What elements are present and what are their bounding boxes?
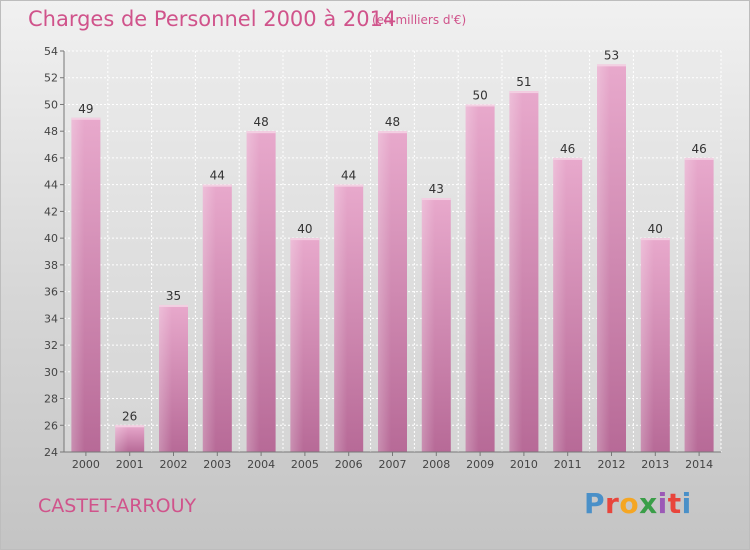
bar-highlight xyxy=(290,238,304,452)
y-tick-label: 50 xyxy=(44,98,58,111)
logo-letter: o xyxy=(619,487,640,520)
data-label: 43 xyxy=(429,182,444,196)
logo-letter: i xyxy=(681,487,692,520)
y-tick-label: 34 xyxy=(44,312,58,325)
bar-highlight xyxy=(115,425,129,452)
bar-highlight xyxy=(684,157,698,452)
data-label: 40 xyxy=(648,222,663,236)
y-tick-label: 28 xyxy=(44,393,58,406)
x-tick-label: 2010 xyxy=(510,458,538,471)
x-tick-label: 2008 xyxy=(422,458,450,471)
bar-highlight xyxy=(597,64,611,452)
x-tick-label: 2009 xyxy=(466,458,494,471)
bar-highlight xyxy=(640,238,654,452)
y-tick-label: 48 xyxy=(44,125,58,138)
x-tick-label: 2013 xyxy=(641,458,669,471)
chart-subtitle: (en milliers d'€) xyxy=(372,13,467,27)
x-tick-label: 2002 xyxy=(160,458,188,471)
y-tick-label: 38 xyxy=(44,259,58,272)
bar-top xyxy=(378,131,407,134)
bars: 49 26 35 44 48 40 44 48 43 50 51 46 53 40 46 xyxy=(71,48,714,452)
x-tick-label: 2006 xyxy=(335,458,363,471)
data-label: 44 xyxy=(210,169,225,183)
data-label: 51 xyxy=(516,75,531,89)
y-tick-label: 46 xyxy=(44,152,58,165)
bar-top xyxy=(421,198,451,201)
bar-top xyxy=(202,184,232,187)
bar-top xyxy=(159,304,188,307)
x-tick-label: 2003 xyxy=(203,458,231,471)
bar-top xyxy=(465,104,495,107)
bar-highlight xyxy=(421,198,435,452)
logo-letter: P xyxy=(584,487,606,520)
bar-top xyxy=(71,117,101,120)
bar-highlight xyxy=(509,91,523,452)
y-tick-label: 52 xyxy=(44,72,58,85)
y-tick-label: 42 xyxy=(44,205,58,218)
axes: 24 26 28 30 32 34 36 38 40 42 44 46 48 50 52 54 2000 2001… xyxy=(44,45,721,471)
bar-highlight xyxy=(159,304,173,452)
bar-top xyxy=(246,131,276,134)
y-tick-label: 40 xyxy=(44,232,58,245)
y-tick-label: 44 xyxy=(44,179,58,192)
bar-top xyxy=(684,157,714,160)
x-tick-label: 2011 xyxy=(554,458,582,471)
bar-highlight xyxy=(378,131,392,452)
bar-top xyxy=(640,238,670,241)
bar-highlight xyxy=(71,117,85,452)
y-tick-label: 30 xyxy=(44,366,58,379)
x-tick-label: 2007 xyxy=(379,458,407,471)
bar-highlight xyxy=(334,184,348,452)
bar-highlight xyxy=(465,104,479,452)
bar-top xyxy=(553,157,583,160)
data-label: 48 xyxy=(385,115,400,129)
data-label: 53 xyxy=(604,48,619,62)
y-tick-label: 26 xyxy=(44,419,58,432)
bar-highlight xyxy=(246,131,260,452)
data-label: 35 xyxy=(166,289,181,303)
data-label: 26 xyxy=(122,409,137,423)
bar-top xyxy=(509,91,539,94)
x-tick-label: 2005 xyxy=(291,458,319,471)
data-label: 50 xyxy=(472,88,487,102)
proxiti-logo[interactable]: Proxiti xyxy=(584,487,692,520)
logo-letter: x xyxy=(639,487,658,520)
x-tick-label: 2001 xyxy=(116,458,144,471)
data-label: 46 xyxy=(691,142,706,156)
x-tick-label: 2000 xyxy=(72,458,100,471)
x-tick-label: 2012 xyxy=(598,458,626,471)
y-tick-label: 54 xyxy=(44,45,58,58)
data-label: 49 xyxy=(78,102,93,116)
y-tick-label: 24 xyxy=(44,446,58,459)
data-label: 48 xyxy=(253,115,268,129)
y-tick-label: 32 xyxy=(44,339,58,352)
data-label: 46 xyxy=(560,142,575,156)
bar-top xyxy=(334,184,364,187)
bar-highlight xyxy=(553,157,567,452)
x-tick-label: 2004 xyxy=(247,458,275,471)
logo-letter: t xyxy=(667,487,682,520)
bar-top xyxy=(115,425,145,428)
x-tick-label: 2014 xyxy=(685,458,713,471)
y-tick-label: 36 xyxy=(44,286,58,299)
logo-letter: i xyxy=(657,487,668,520)
commune-name: CASTET-ARROUY xyxy=(38,495,197,517)
chart-title: Charges de Personnel 2000 à 2014 xyxy=(28,7,397,31)
bar-top xyxy=(290,238,320,241)
logo-letter: r xyxy=(605,487,620,520)
data-label: 40 xyxy=(297,222,312,236)
bar-highlight xyxy=(202,184,216,452)
bar-top xyxy=(597,64,626,67)
data-label: 44 xyxy=(341,169,356,183)
